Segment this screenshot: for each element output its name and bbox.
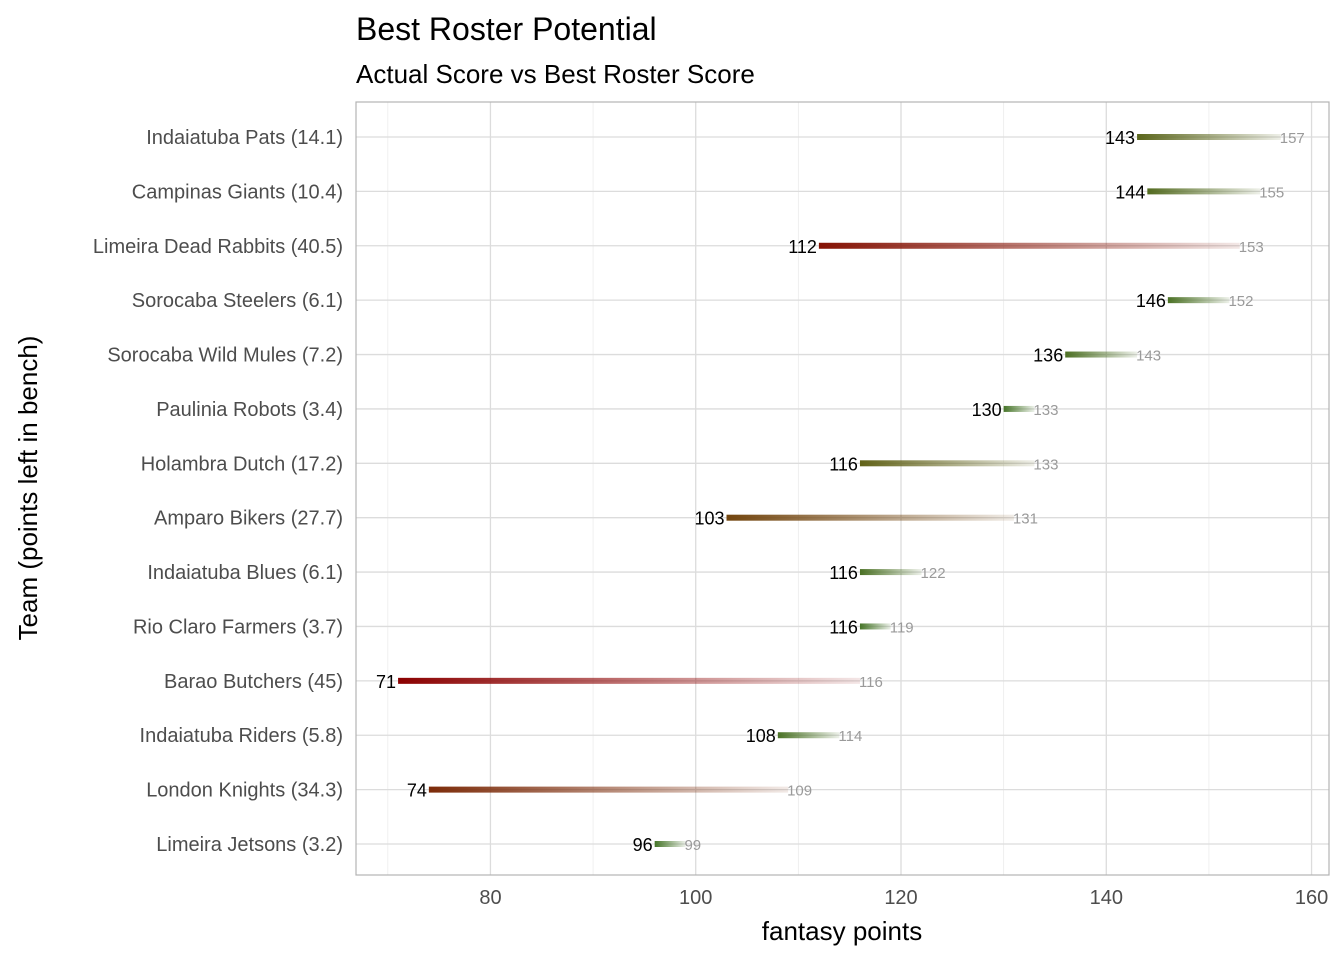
range-segment: [428, 786, 789, 793]
marks: 143 157 144 155 112 153 146 152 136 143 130 133 116 1…: [376, 128, 1305, 855]
y-tick-label: Indaiatuba Blues (6.1): [147, 562, 343, 584]
y-tick-label: Rio Claro Farmers (3.7): [133, 616, 343, 638]
range-segment: [1167, 297, 1230, 304]
best-score-label: 153: [1239, 239, 1264, 256]
actual-score-label: 74: [407, 781, 427, 801]
range-segment: [654, 841, 686, 847]
best-score-label: 119: [890, 619, 914, 636]
y-tick-label: Amparo Bikers (27.7): [154, 508, 343, 530]
x-tick-label: 100: [679, 887, 712, 909]
actual-score-label: 144: [1115, 182, 1145, 202]
actual-score-label: 116: [829, 454, 858, 474]
actual-score-label: 112: [788, 237, 817, 257]
panel-border: [355, 101, 1330, 876]
best-score-label: 143: [1136, 348, 1161, 365]
y-tick-label: Limeira Jetsons (3.2): [156, 834, 343, 856]
x-tick-labels: 80 100 120 140 160: [479, 887, 1328, 909]
x-axis-label: fantasy points: [762, 916, 922, 946]
y-tick-label: Sorocaba Wild Mules (7.2): [107, 345, 343, 367]
actual-score-label: 130: [972, 400, 1002, 420]
y-tick-label: Indaiatuba Riders (5.8): [140, 725, 343, 747]
actual-score-label: 96: [633, 835, 653, 855]
actual-score-label: 103: [694, 509, 724, 529]
best-score-label: 109: [787, 783, 812, 800]
actual-score-label: 116: [829, 617, 858, 637]
best-score-label: 133: [1033, 456, 1058, 473]
best-score-label: 152: [1228, 293, 1253, 310]
y-tick-label: Holambra Dutch (17.2): [141, 453, 343, 475]
range-segment: [777, 732, 840, 739]
range-segment: [859, 569, 922, 576]
x-tick-label: 160: [1295, 887, 1328, 909]
grid: [356, 102, 1329, 875]
actual-score-label: 143: [1105, 128, 1135, 148]
best-score-label: 155: [1259, 184, 1284, 201]
y-tick-label: Barao Butchers (45): [164, 671, 343, 693]
y-tick-label: Sorocaba Steelers (6.1): [132, 290, 343, 312]
best-score-label: 122: [921, 565, 946, 582]
actual-score-label: 108: [746, 726, 776, 746]
best-score-label: 99: [684, 837, 701, 854]
y-tick-labels: Indaiatuba Pats (14.1) Campinas Giants (1…: [93, 127, 343, 856]
x-tick-label: 80: [479, 887, 501, 909]
x-tick-label: 120: [884, 887, 917, 909]
x-tick-label: 140: [1090, 887, 1123, 909]
actual-score-label: 136: [1033, 346, 1063, 366]
actual-score-label: 116: [829, 563, 858, 583]
best-score-label: 133: [1033, 402, 1058, 419]
y-tick-label: Indaiatuba Pats (14.1): [146, 127, 343, 149]
y-tick-label: Campinas Giants (10.4): [132, 181, 343, 203]
y-tick-label: Paulinia Robots (3.4): [156, 399, 343, 421]
best-score-label: 131: [1013, 511, 1038, 528]
actual-score-label: 146: [1136, 291, 1166, 311]
y-tick-label: Limeira Dead Rabbits (40.5): [93, 236, 343, 258]
chart-title: Best Roster Potential: [356, 11, 657, 47]
range-segment: [859, 623, 891, 630]
range-segment: [1065, 351, 1138, 358]
range-segment: [398, 677, 860, 684]
range-segment: [818, 242, 1240, 249]
range-segment: [1147, 188, 1261, 195]
best-score-label: 157: [1280, 130, 1305, 147]
actual-score-label: 71: [376, 672, 396, 692]
range-segment: [859, 460, 1035, 467]
y-axis-label: Team (points left in bench): [13, 336, 43, 641]
y-tick-label: London Knights (34.3): [146, 780, 343, 802]
range-segment: [1137, 134, 1281, 140]
best-score-label: 114: [838, 728, 862, 745]
range-segment: [1003, 405, 1035, 412]
chart-subtitle: Actual Score vs Best Roster Score: [356, 59, 755, 89]
range-segment: [726, 514, 1014, 521]
best-score-label: 116: [859, 674, 883, 691]
